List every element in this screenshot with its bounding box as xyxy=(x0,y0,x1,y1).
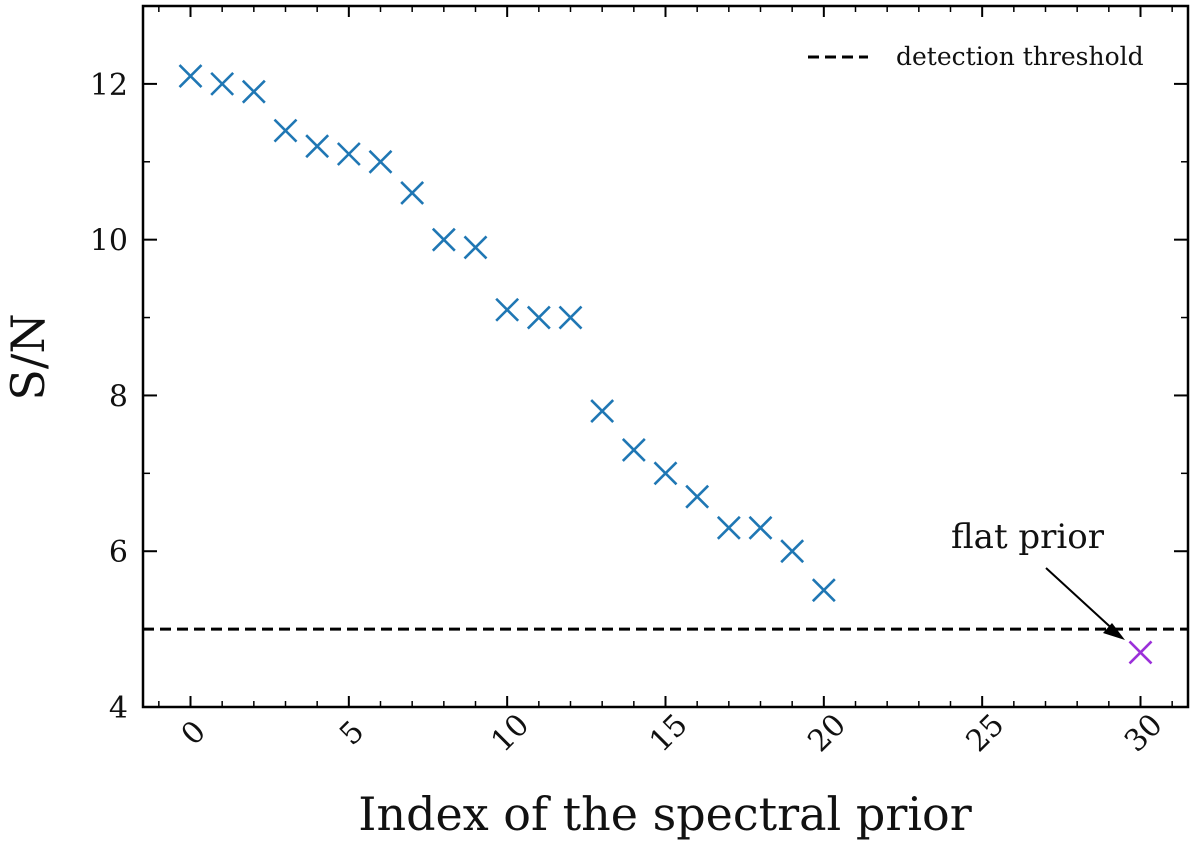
sn-point xyxy=(241,79,266,104)
sn-point xyxy=(590,399,615,423)
marker-stroke xyxy=(495,297,520,322)
sn-point xyxy=(621,438,646,462)
flat-prior-label: flat prior xyxy=(951,517,1105,557)
sn-point xyxy=(748,515,773,540)
y-tick-label: 8 xyxy=(109,379,128,414)
marker-stroke xyxy=(748,515,773,540)
sn-point xyxy=(368,149,393,174)
marker-stroke xyxy=(811,578,836,603)
marker-stroke xyxy=(558,305,583,330)
x-tick-label: 15 xyxy=(643,707,695,759)
marker-stroke xyxy=(431,227,456,252)
x-tick-label: 20 xyxy=(801,707,853,759)
marker-stroke xyxy=(336,142,361,166)
sn-point xyxy=(463,235,488,260)
marker-stroke xyxy=(526,305,551,330)
plot-frame xyxy=(141,4,1190,709)
sn-point xyxy=(716,515,741,540)
marker-stroke xyxy=(1128,640,1153,665)
flat-prior-point xyxy=(1128,640,1153,665)
marker-stroke xyxy=(590,399,615,423)
points-layer xyxy=(178,64,1153,665)
legend: detection threshold xyxy=(808,42,1144,71)
marker-stroke xyxy=(178,64,203,89)
sn-point xyxy=(780,539,805,564)
x-tick-label: 5 xyxy=(333,714,371,752)
marker-stroke xyxy=(400,181,425,205)
x-tick-label: 25 xyxy=(960,707,1012,759)
y-tick-label: 10 xyxy=(90,224,128,259)
sn-point xyxy=(685,484,710,509)
sn-point xyxy=(336,142,361,166)
y-tick-label: 4 xyxy=(109,691,128,726)
sn-point xyxy=(653,461,678,486)
sn-point xyxy=(210,71,235,96)
x-axis-label: Index of the spectral prior xyxy=(358,787,971,841)
legend-threshold-label: detection threshold xyxy=(896,42,1144,71)
flat-prior-annotation: flat prior xyxy=(951,517,1125,640)
sn-point xyxy=(400,181,425,205)
sn-point xyxy=(495,297,520,322)
y-axis-label: S/N xyxy=(1,313,55,400)
x-tick-label: 10 xyxy=(485,707,537,759)
sn-point xyxy=(305,134,330,159)
marker-stroke xyxy=(653,461,678,486)
y-tick-label: 12 xyxy=(90,68,128,103)
x-tick-label: 30 xyxy=(1118,707,1170,759)
marker-stroke xyxy=(780,539,805,564)
marker-stroke xyxy=(463,235,488,260)
marker-stroke xyxy=(685,484,710,509)
sn-point xyxy=(558,305,583,330)
y-tick-label: 6 xyxy=(109,535,128,570)
marker-stroke xyxy=(621,438,646,462)
flat-prior-arrow-shaft xyxy=(1045,567,1119,635)
sn-point xyxy=(526,305,551,330)
flat-prior-arrowhead xyxy=(1103,623,1125,640)
ticks-layer: 0 5 10 15 20 25 30 4 6 8 10 12 xyxy=(90,5,1188,759)
marker-stroke xyxy=(716,515,741,540)
sn-point xyxy=(431,227,456,252)
marker-stroke xyxy=(210,71,235,96)
marker-stroke xyxy=(241,79,266,104)
sn-point xyxy=(273,118,298,143)
marker-stroke xyxy=(305,134,330,159)
sn-point xyxy=(178,64,203,89)
marker-stroke xyxy=(368,149,393,174)
marker-stroke xyxy=(273,118,298,143)
sn-point xyxy=(811,578,836,603)
x-tick-label: 0 xyxy=(175,714,213,752)
